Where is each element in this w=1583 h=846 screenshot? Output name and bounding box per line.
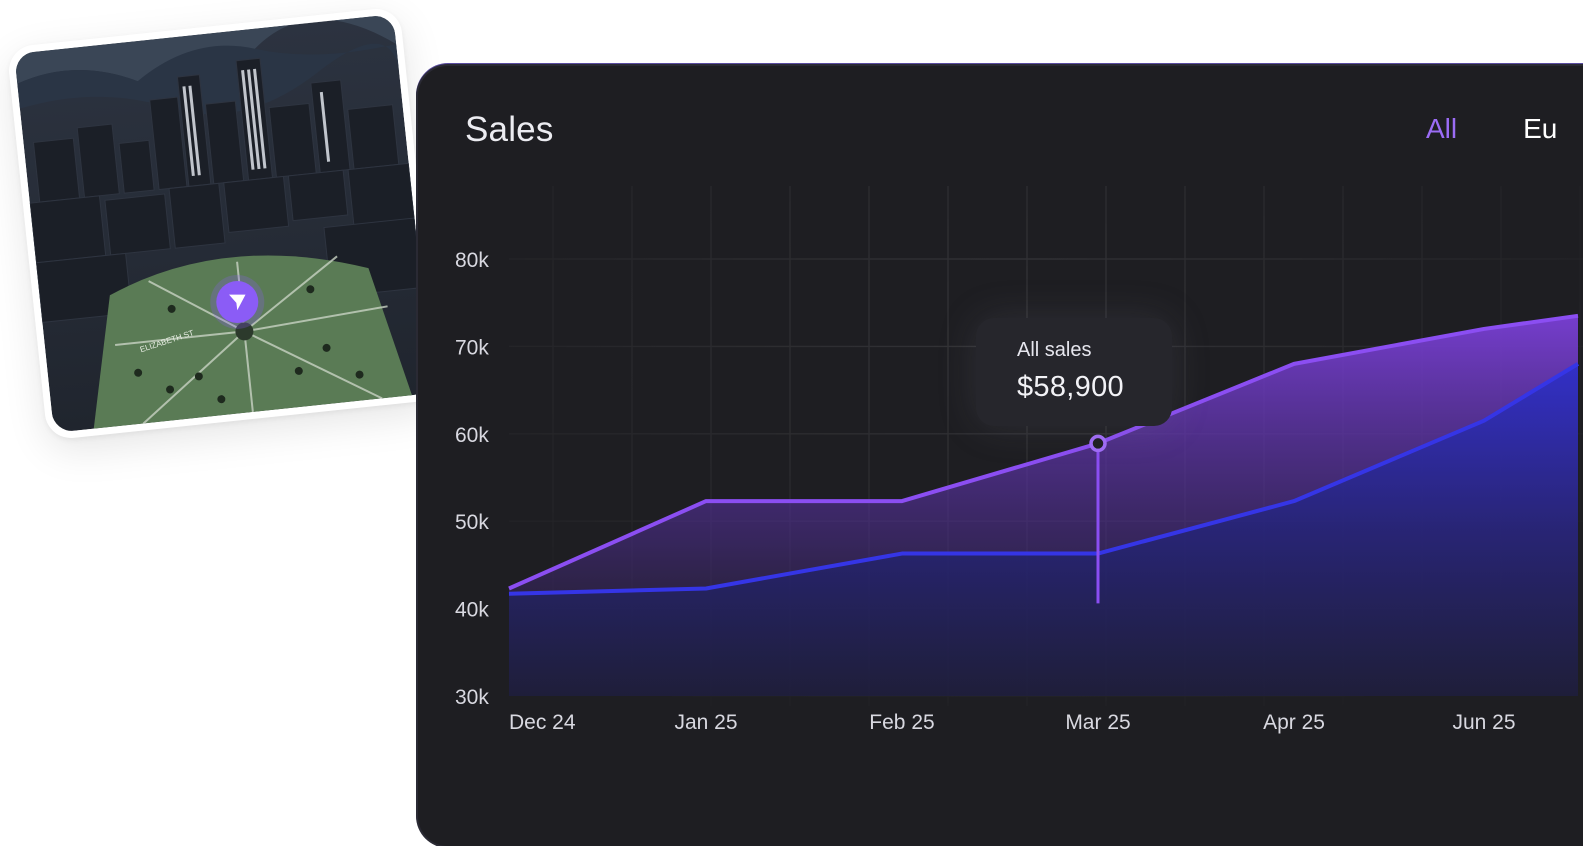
navigation-pin-button[interactable]	[216, 281, 258, 323]
map-card[interactable]: ELIZABETH ST	[6, 6, 440, 440]
navigation-arrow-icon	[226, 291, 248, 313]
x-tick-label: Jan 25	[674, 711, 737, 734]
tooltip-value: $58,900	[1017, 371, 1172, 404]
y-tick-label: 60k	[455, 424, 489, 447]
chart-tooltip: All sales $58,900	[976, 318, 1172, 426]
tooltip-label: All sales	[1017, 339, 1172, 362]
y-axis: 30k 40k 50k 60k 70k 80k	[455, 249, 489, 709]
y-tick-label: 30k	[455, 686, 489, 709]
sales-area-chart[interactable]: 30k 40k 50k 60k 70k 80k Dec 24 Jan 25 Feb 25 Mar…	[418, 66, 1583, 846]
city-map[interactable]: ELIZABETH ST	[14, 14, 433, 433]
y-tick-label: 70k	[455, 336, 489, 359]
y-tick-label: 40k	[455, 599, 489, 622]
x-axis: Dec 24 Jan 25 Feb 25 Mar 25 Apr 25 Jun 25	[509, 711, 1516, 734]
x-tick-label: Feb 25	[869, 711, 934, 734]
y-tick-label: 80k	[455, 249, 489, 272]
x-tick-label: Dec 24	[509, 711, 576, 734]
highlight-point[interactable]	[1091, 436, 1105, 450]
x-tick-label: Apr 25	[1263, 711, 1325, 734]
x-tick-label: Mar 25	[1065, 711, 1130, 734]
sales-chart-panel: Sales All Eu 30k	[418, 66, 1583, 846]
y-tick-label: 50k	[455, 511, 489, 534]
x-tick-label: Jun 25	[1452, 711, 1515, 734]
